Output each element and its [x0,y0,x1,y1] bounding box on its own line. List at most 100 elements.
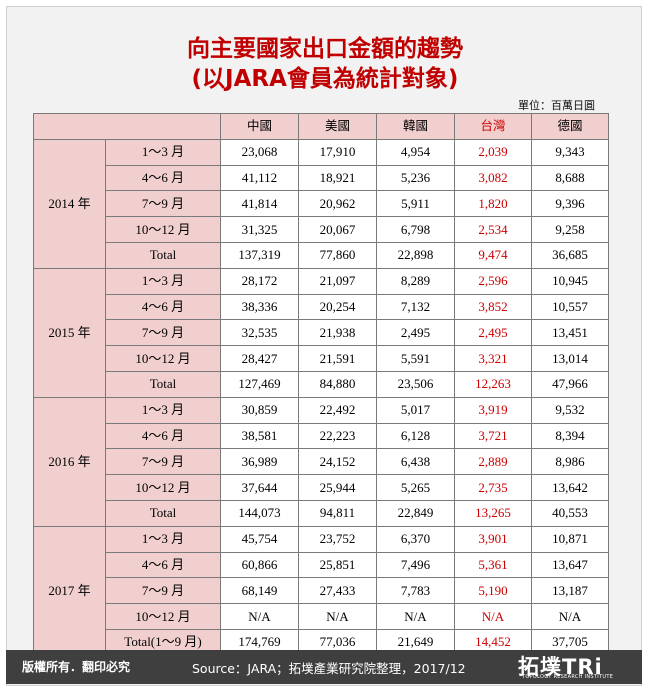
table-row: Total 137,319 77,860 22,898 9,474 36,685 [34,241,609,269]
cell-germany: 8,688 [531,164,609,192]
cell-korea: 22,898 [376,241,455,269]
cell-china: N/A [220,603,299,630]
cell-germany: 40,553 [531,499,609,527]
cell-korea: 5,236 [376,164,455,192]
cell-korea: 2,495 [376,319,455,347]
period-label: 4～6 月 [105,422,221,450]
tri-logo: 拓墣TRi TOPOLOGY RESEARCH INSTITUTE [518,651,628,683]
table-row: 7～9 月 68,149 27,433 7,783 5,190 13,187 [34,577,609,605]
table-row: 2015 年 1～3 月 28,172 21,097 8,289 2,596 10,945 [33,267,609,398]
cell-germany: 10,557 [531,293,609,321]
chart-title: 向主要國家出口金額的趨勢 (以JARA會員為統計對象) [0,34,650,94]
cell-usa: 25,944 [298,474,377,501]
cell-korea: 5,017 [376,396,455,424]
cell-usa: 25,851 [298,551,377,579]
cell-germany: 9,258 [531,216,609,243]
table-row: 7～9 月 32,535 21,938 2,495 2,495 13,451 [34,319,609,347]
cell-germany: N/A [531,603,609,630]
cell-china: 137,319 [220,241,299,269]
cell-korea: 7,496 [376,551,455,579]
cell-taiwan: 3,082 [454,164,532,192]
cell-china: 37,644 [220,474,299,501]
cell-china: 60,866 [220,551,299,579]
export-table: 中國 美國 韓國 台灣 德國 2014 年 1～3 月 23,068 17,910 4,… [33,113,609,656]
period-label: 10～12 月 [105,603,221,630]
cell-taiwan: 2,039 [454,138,532,166]
cell-usa: N/A [298,603,377,630]
table-row: 4～6 月 60,866 25,851 7,496 5,361 13,647 [34,551,609,579]
cell-germany: 10,871 [531,525,609,553]
cell-china: 68,149 [220,577,299,605]
table-row: 4～6 月 41,112 18,921 5,236 3,082 8,688 [34,164,609,192]
period-label: 1～3 月 [105,138,221,166]
cell-germany: 13,642 [531,474,609,501]
cell-china: 174,769 [220,628,299,656]
cell-germany: 13,451 [531,319,609,347]
period-label: 4～6 月 [105,293,221,321]
cell-germany: 13,014 [531,345,609,372]
cell-china: 28,172 [220,267,299,295]
period-label: Total [105,370,221,398]
table-row: 10～12 月 31,325 20,067 6,798 2,534 9,258 [34,216,609,243]
period-label: 7～9 月 [105,448,221,476]
table-row: Total 127,469 84,880 23,506 12,263 47,966 [34,370,609,398]
cell-taiwan: 1,820 [454,190,532,218]
cell-usa: 27,433 [298,577,377,605]
cell-china: 45,754 [220,525,299,553]
cell-taiwan: 9,474 [454,241,532,269]
cell-taiwan: 2,889 [454,448,532,476]
cell-usa: 17,910 [298,138,377,166]
cell-korea: 6,798 [376,216,455,243]
cell-china: 41,112 [220,164,299,192]
period-label: 4～6 月 [105,164,221,192]
period-label: 7～9 月 [105,577,221,605]
cell-korea: 5,911 [376,190,455,218]
cell-usa: 77,860 [298,241,377,269]
year-label: 2015 年 [33,267,106,398]
cell-korea: 23,506 [376,370,455,398]
cell-germany: 9,343 [531,138,609,166]
cell-usa: 24,152 [298,448,377,476]
period-label: 10～12 月 [105,216,221,243]
cell-usa: 20,962 [298,190,377,218]
cell-taiwan: 2,534 [454,216,532,243]
cell-korea: 7,132 [376,293,455,321]
cell-usa: 18,921 [298,164,377,192]
cell-usa: 23,752 [298,525,377,553]
period-label: Total [105,499,221,527]
logo-main-text: 拓墣TRi [518,655,603,679]
table-row: 2017 年 1～3 月 45,754 23,752 6,370 3,901 10,871 [33,525,609,656]
cell-germany: 9,532 [531,396,609,424]
cell-taiwan: 3,721 [454,422,532,450]
footer-bar: 版權所有．翻印必究 Source：JARA；拓墣產業研究院整理，2017/12 [6,650,642,684]
table-row: Total 144,073 94,811 22,849 13,265 40,553 [34,499,609,527]
cell-usa: 22,223 [298,422,377,450]
cell-taiwan: 3,852 [454,293,532,321]
cell-germany: 10,945 [531,267,609,295]
cell-korea: 6,370 [376,525,455,553]
cell-germany: 8,986 [531,448,609,476]
cell-germany: 8,394 [531,422,609,450]
cell-usa: 22,492 [298,396,377,424]
period-label: Total [105,241,221,269]
cell-china: 144,073 [220,499,299,527]
cell-taiwan: 13,265 [454,499,532,527]
logo-sub-text: TOPOLOGY RESEARCH INSTITUTE [522,674,614,680]
copyright-text: 版權所有．翻印必究 [22,660,131,674]
cell-taiwan: 3,321 [454,345,532,372]
cell-germany: 36,685 [531,241,609,269]
period-label: 1～3 月 [105,396,221,424]
table-row: 10～12 月 37,644 25,944 5,265 2,735 13,642 [34,474,609,501]
cell-taiwan: 12,263 [454,370,532,398]
cell-germany: 13,187 [531,577,609,605]
cell-germany: 47,966 [531,370,609,398]
year-label: 2017 年 [33,525,106,656]
period-label: 10～12 月 [105,474,221,501]
cell-china: 36,989 [220,448,299,476]
period-label: 7～9 月 [105,319,221,347]
cell-usa: 94,811 [298,499,377,527]
title-line-2: (以JARA會員為統計對象) [191,66,459,92]
year-label: 2014 年 [33,138,106,269]
cell-korea: 6,128 [376,422,455,450]
cell-korea: 8,289 [376,267,455,295]
